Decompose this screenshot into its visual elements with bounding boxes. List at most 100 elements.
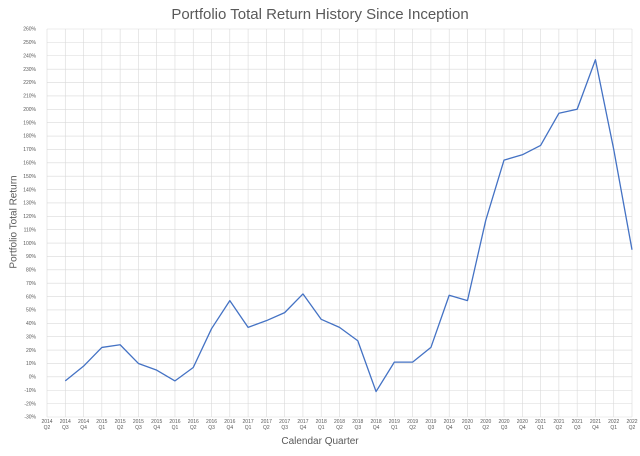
x-tick-label-year: 2015 [115, 419, 126, 425]
x-tick-label-year: 2022 [626, 419, 637, 425]
x-tick-label-quarter: Q1 [391, 425, 398, 431]
y-tick-label: 70% [26, 281, 37, 287]
y-tick-label: 20% [26, 348, 37, 354]
data-point [411, 361, 413, 363]
x-tick-label-year: 2019 [407, 419, 418, 425]
y-tick-label: -30% [24, 415, 36, 421]
data-point [101, 346, 103, 348]
y-tick-label: 240% [23, 53, 36, 59]
x-tick-label-quarter: Q3 [62, 425, 69, 431]
x-tick-label-quarter: Q3 [208, 425, 215, 431]
x-tick-label-year: 2021 [553, 419, 564, 425]
y-tick-label: -10% [24, 388, 36, 394]
x-tick-label-year: 2017 [243, 419, 254, 425]
x-tick-label-quarter: Q2 [263, 425, 270, 431]
x-tick-label-quarter: Q3 [354, 425, 361, 431]
x-tick-label-quarter: Q1 [610, 425, 617, 431]
x-tick-label-year: 2014 [41, 419, 52, 425]
y-tick-label: 220% [23, 80, 36, 86]
x-tick-label-year: 2019 [425, 419, 436, 425]
x-tick-label-quarter: Q4 [592, 425, 599, 431]
y-tick-label: 50% [26, 308, 37, 314]
x-tick-label-year: 2014 [60, 419, 71, 425]
x-tick-label-year: 2019 [389, 419, 400, 425]
x-tick-label-quarter: Q1 [318, 425, 325, 431]
x-tick-label-quarter: Q2 [117, 425, 124, 431]
data-point [466, 299, 468, 301]
y-tick-label: 30% [26, 334, 37, 340]
y-tick-label: 40% [26, 321, 37, 327]
x-tick-label-quarter: Q4 [153, 425, 160, 431]
data-point [174, 380, 176, 382]
data-point [430, 346, 432, 348]
x-tick-label-year: 2017 [261, 419, 272, 425]
x-tick-label-year: 2018 [334, 419, 345, 425]
y-tick-label: 120% [23, 214, 36, 220]
data-point [210, 327, 212, 329]
y-tick-label: 90% [26, 254, 37, 260]
data-point [594, 59, 596, 61]
x-tick-label-quarter: Q3 [281, 425, 288, 431]
x-tick-label-quarter: Q3 [574, 425, 581, 431]
x-tick-label-year: 2021 [590, 419, 601, 425]
x-tick-label-quarter: Q3 [135, 425, 142, 431]
x-tick-label-quarter: Q2 [482, 425, 489, 431]
data-point [155, 369, 157, 371]
x-tick-label-year: 2014 [78, 419, 89, 425]
x-tick-label-year: 2020 [517, 419, 528, 425]
y-tick-label: 160% [23, 160, 36, 166]
y-tick-label: 190% [23, 120, 36, 126]
x-tick-label-quarter: Q1 [172, 425, 179, 431]
data-point [503, 159, 505, 161]
data-point [539, 144, 541, 146]
x-tick-label-quarter: Q2 [409, 425, 416, 431]
data-point [64, 380, 66, 382]
y-tick-label: 210% [23, 94, 36, 100]
x-tick-label-quarter: Q4 [519, 425, 526, 431]
y-tick-label: 170% [23, 147, 36, 153]
x-tick-label-quarter: Q2 [44, 425, 51, 431]
data-point [521, 154, 523, 156]
data-point [283, 311, 285, 313]
x-tick-label-quarter: Q4 [226, 425, 233, 431]
x-tick-label-year: 2016 [206, 419, 217, 425]
x-axis-title: Calendar Quarter [281, 436, 359, 447]
y-tick-label: 0% [29, 375, 37, 381]
x-tick-label-quarter: Q2 [629, 425, 636, 431]
series-line [64, 59, 633, 393]
data-point [192, 366, 194, 368]
x-tick-label-year: 2018 [352, 419, 363, 425]
data-point [320, 318, 322, 320]
x-tick-label-quarter: Q1 [537, 425, 544, 431]
data-point [448, 294, 450, 296]
data-point [375, 390, 377, 392]
x-tick-label-year: 2019 [444, 419, 455, 425]
data-point [613, 148, 615, 150]
x-tick-label-year: 2020 [498, 419, 509, 425]
y-tick-label: 260% [23, 27, 36, 33]
x-tick-label-year: 2022 [608, 419, 619, 425]
x-tick-label-year: 2016 [169, 419, 180, 425]
y-tick-label: 100% [23, 241, 36, 247]
x-tick-label-year: 2016 [188, 419, 199, 425]
chart-title: Portfolio Total Return History Since Inc… [171, 6, 469, 23]
x-tick-label-quarter: Q4 [373, 425, 380, 431]
x-tick-label-quarter: Q1 [245, 425, 252, 431]
data-point [357, 340, 359, 342]
y-tick-label: 110% [24, 227, 37, 233]
data-point [302, 293, 304, 295]
x-tick-label-year: 2017 [297, 419, 308, 425]
data-point [631, 249, 633, 251]
x-tick-label-quarter: Q2 [190, 425, 197, 431]
x-tick-label-year: 2015 [96, 419, 107, 425]
x-tick-label-year: 2015 [133, 419, 144, 425]
y-tick-label: 180% [23, 134, 36, 140]
y-tick-label: 150% [23, 174, 36, 180]
data-point [558, 112, 560, 114]
data-point [137, 362, 139, 364]
y-tick-label: 80% [26, 268, 37, 274]
x-tick-label-year: 2018 [316, 419, 327, 425]
x-tick-label-quarter: Q2 [556, 425, 563, 431]
x-tick-label-quarter: Q3 [428, 425, 435, 431]
